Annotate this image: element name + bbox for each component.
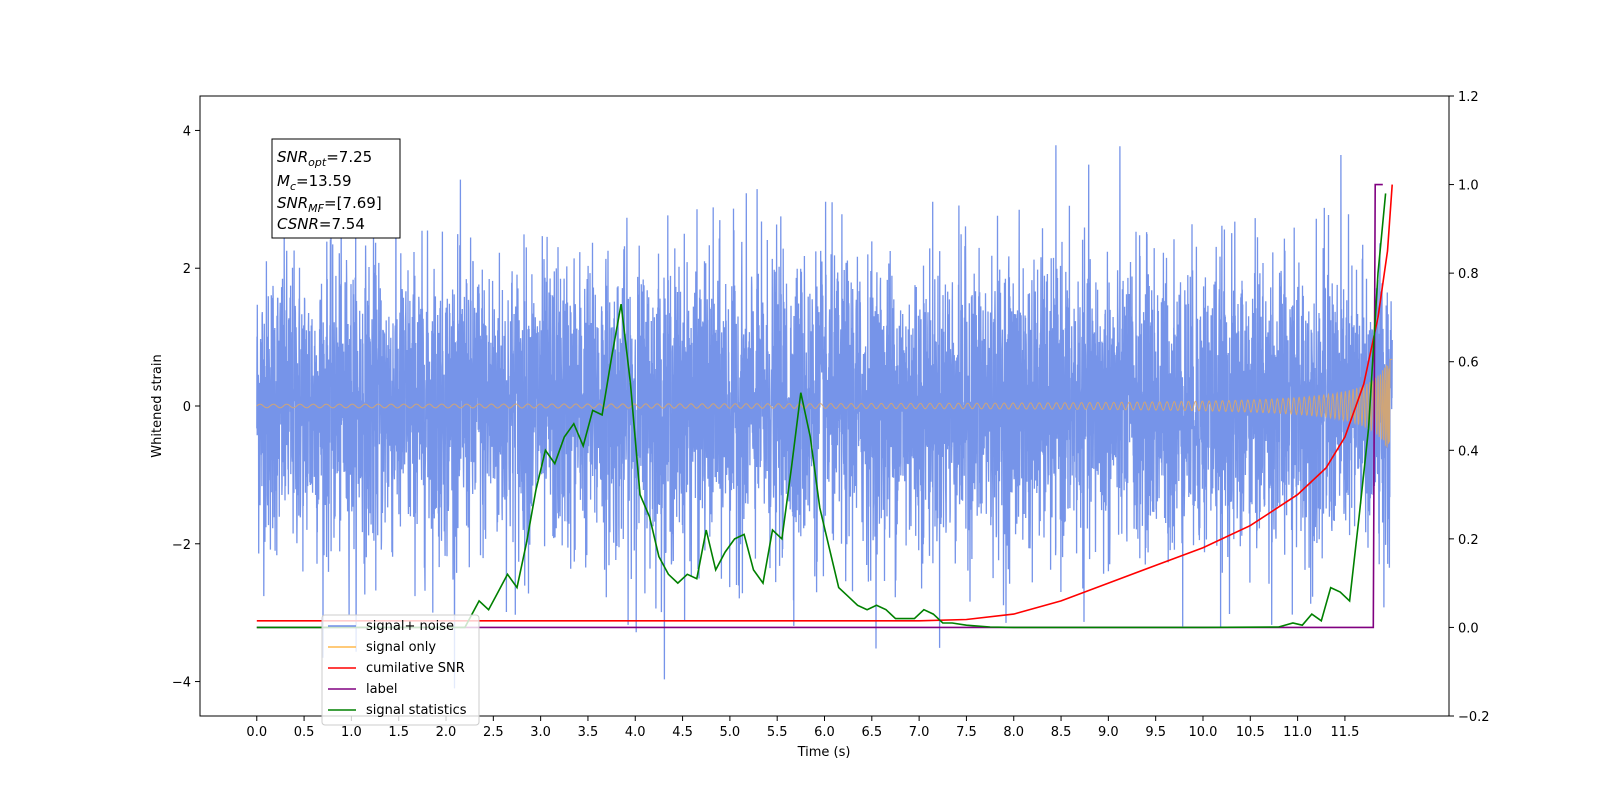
y-axis-right: 1.2 1.0 0.8 0.6 0.4 0.2 0.0 −0.2 [1449, 90, 1490, 725]
x-tick-label: 5.5 [767, 725, 788, 740]
y-axis-left: 4 2 0 −2 −4 [172, 124, 200, 691]
y-axis-label: Whitened strain [150, 354, 165, 457]
x-tick-label: 9.5 [1145, 725, 1166, 740]
y-right-tick-label: 0.2 [1458, 533, 1479, 548]
x-tick-label: 4.0 [625, 725, 646, 740]
x-tick-label: 4.5 [672, 725, 693, 740]
legend: signal+ noise signal only cumilative SNR… [321, 614, 480, 726]
x-tick-label: 7.0 [909, 725, 930, 740]
mc-text: Mc=13.59 [277, 172, 352, 193]
plot-area [256, 145, 1393, 689]
legend-label-cumulative-snr: cumilative SNR [366, 661, 465, 676]
y-left-tick-label: −2 [172, 538, 191, 553]
legend-label-signal-noise: signal+ noise [366, 619, 454, 634]
x-axis-label: Time (s) [797, 745, 851, 760]
x-tick-label: 6.0 [814, 725, 835, 740]
x-tick-label: 7.5 [956, 725, 977, 740]
label-line [256, 183, 1383, 629]
signal-statistics-line [256, 193, 1387, 629]
x-tick-label: 8.5 [1051, 725, 1072, 740]
legend-label-signal-only: signal only [366, 640, 436, 655]
x-tick-label: 1.5 [388, 725, 409, 740]
legend-label-signal-statistics: signal statistics [366, 703, 467, 718]
cumulative-snr-line [256, 184, 1393, 622]
x-tick-label: 0.0 [246, 725, 267, 740]
legend-frame [321, 614, 480, 726]
x-tick-label: 8.0 [1003, 725, 1024, 740]
x-tick-label: 6.5 [861, 725, 882, 740]
x-tick-label: 11.0 [1283, 725, 1312, 740]
snr-mf-text: SNRMF=[7.69] [277, 194, 382, 215]
signal-only-line [256, 358, 1393, 448]
x-tick-label: 0.5 [294, 725, 315, 740]
y-right-tick-label: 1.0 [1458, 179, 1479, 194]
legend-label-label: label [366, 682, 397, 697]
x-tick-label: 3.5 [578, 725, 599, 740]
y-right-tick-label: 1.2 [1458, 90, 1479, 105]
x-tick-label: 11.5 [1330, 725, 1359, 740]
info-box-frame [271, 138, 401, 239]
y-right-tick-label: −0.2 [1458, 710, 1490, 725]
y-right-tick-label: 0.8 [1458, 267, 1479, 282]
y-right-tick-label: 0.0 [1458, 621, 1479, 636]
y-left-tick-label: 2 [183, 262, 191, 277]
y-left-tick-label: 0 [183, 400, 191, 415]
x-tick-label: 3.0 [530, 725, 551, 740]
x-tick-label: 5.0 [720, 725, 741, 740]
x-axis: 0.0 0.5 1.0 1.5 2.0 2.5 3.0 3.5 4.0 4.5 5.0 5.5 6.0 6… [246, 716, 1359, 740]
signal-noise-line [256, 145, 1393, 689]
snr-opt-text: SNRopt=7.25 [277, 148, 372, 169]
x-tick-label: 2.5 [483, 725, 504, 740]
x-tick-label: 10.5 [1236, 725, 1265, 740]
y-right-tick-label: 0.6 [1458, 356, 1479, 371]
x-tick-label: 1.0 [341, 725, 362, 740]
x-tick-label: 2.0 [436, 725, 457, 740]
x-tick-label: 9.0 [1098, 725, 1119, 740]
info-box: SNRopt=7.25 Mc=13.59 SNRMF=[7.69] CSNR=7… [271, 138, 401, 239]
y-right-tick-label: 0.4 [1458, 444, 1479, 459]
x-tick-label: 10.0 [1189, 725, 1218, 740]
y-left-tick-label: 4 [183, 124, 191, 139]
y-left-tick-label: −4 [172, 676, 191, 691]
csnr-text: CSNR=7.54 [277, 215, 365, 233]
